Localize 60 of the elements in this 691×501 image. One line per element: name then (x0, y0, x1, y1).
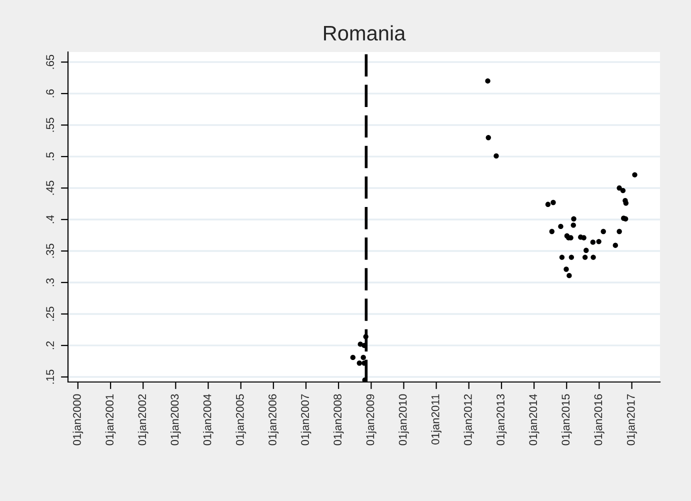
x-tick-label: 01jan2010 (398, 394, 409, 446)
point (545, 202, 551, 208)
point (616, 185, 622, 191)
point (356, 360, 362, 366)
point (494, 153, 499, 159)
y-tick-label: .15 (46, 370, 54, 384)
x-tick-label: 01jan2005 (236, 394, 246, 446)
point (600, 228, 606, 234)
point (350, 354, 356, 360)
x-tick-label: 01jan2007 (300, 394, 312, 446)
x-tick-label: 01jan2017 (626, 394, 637, 446)
y-tick-label: .55 (46, 118, 54, 132)
chart-title: Romania (324, 25, 406, 41)
x-tick-label: 01jan2003 (170, 394, 181, 446)
x-tick-label: 01jan2004 (203, 394, 214, 446)
x-tick-label: 01jan2001 (105, 394, 116, 446)
point (549, 228, 554, 234)
point (620, 188, 626, 194)
x-tick-label: 01jan2009 (366, 394, 376, 446)
x-tick-label: 01jan2013 (496, 394, 507, 446)
point (596, 238, 602, 244)
x-tick-label: 01jan2012 (464, 394, 474, 446)
y-tick-label: .45 (46, 180, 54, 195)
point (571, 216, 576, 222)
point (582, 254, 588, 260)
x-tick-label: 01jan2000 (72, 394, 84, 446)
point (623, 200, 629, 206)
point (632, 172, 638, 178)
point (612, 242, 618, 248)
point (363, 334, 368, 340)
point (564, 266, 569, 272)
x-tick-label: 01jan2002 (138, 394, 148, 446)
y-tick-label: .5 (46, 152, 54, 160)
x-tick-label: 01jan2011 (431, 394, 442, 444)
x-tick-label: 01jan2006 (268, 394, 279, 446)
point (559, 254, 565, 260)
y-tick-label: .65 (46, 54, 54, 69)
point (566, 272, 572, 278)
x-tick-label: 01jan2008 (333, 394, 344, 446)
point (616, 228, 622, 234)
point (550, 200, 556, 206)
point (558, 224, 564, 230)
point (568, 254, 574, 260)
point (590, 254, 596, 260)
point (590, 240, 596, 245)
point (584, 248, 589, 253)
point (485, 78, 490, 84)
point (581, 235, 586, 240)
y-tick-label: .25 (46, 306, 54, 321)
y-tick-label: .3 (46, 278, 54, 286)
x-tick-label: 01jan2015 (561, 394, 572, 446)
y-tick-label: .2 (46, 341, 54, 350)
y-tick-label: .6 (46, 89, 54, 98)
point (570, 222, 576, 228)
point (360, 354, 366, 360)
x-tick-label: 01jan2016 (594, 394, 604, 446)
y-tick-label: .4 (46, 215, 54, 224)
x-tick-label: 01jan2014 (528, 394, 540, 446)
y-tick-label: .35 (46, 244, 54, 258)
point (486, 135, 491, 140)
